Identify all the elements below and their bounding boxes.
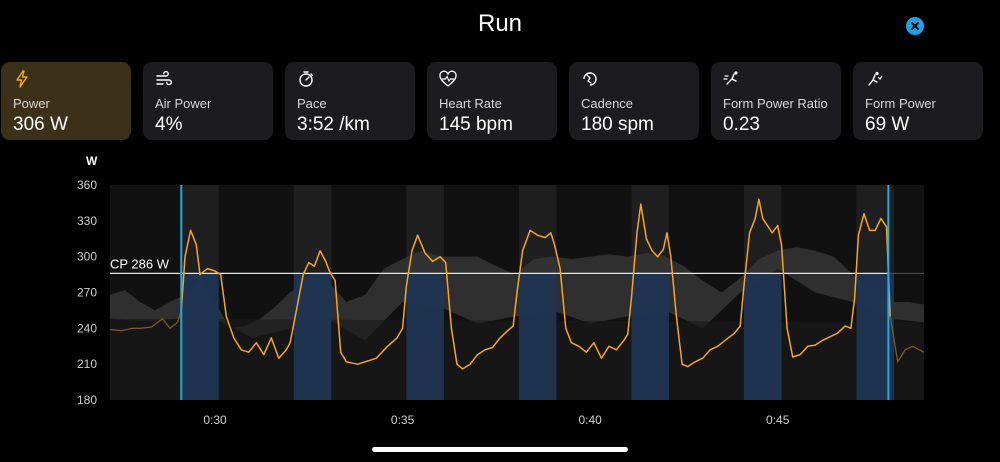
- interval-fill: [181, 273, 219, 400]
- x-tick-label: 0:30: [203, 413, 227, 427]
- cp-label: CP 286 W: [110, 256, 170, 271]
- heart-rate-icon: [439, 70, 457, 87]
- home-indicator[interactable]: [372, 447, 628, 452]
- cadence-icon: [583, 72, 597, 86]
- interval-fill: [518, 273, 557, 400]
- interval-fill: [406, 273, 444, 400]
- y-tick-label: 180: [77, 393, 97, 407]
- metric-value: 180 spm: [581, 114, 654, 135]
- y-tick-label: 360: [77, 178, 97, 192]
- metric-label: Power: [13, 96, 50, 111]
- metric-label: Air Power: [155, 96, 212, 111]
- interval-fill: [631, 273, 669, 400]
- close-icon: [911, 22, 919, 30]
- metric-card-form-power-ratio[interactable]: Form Power Ratio 0.23: [711, 62, 841, 140]
- metric-value: 3:52 /km: [297, 114, 370, 135]
- metric-card-air-power[interactable]: Air Power 4%: [143, 62, 273, 140]
- metric-value: 4%: [155, 114, 183, 135]
- x-tick-label: 0:45: [766, 413, 790, 427]
- stopwatch-icon: [299, 71, 314, 87]
- power-line: [180, 198, 891, 370]
- x-tick-label: 0:40: [578, 413, 602, 427]
- page-title: Run: [477, 10, 523, 37]
- metric-value: 69 W: [865, 114, 910, 135]
- y-tick-label: 330: [77, 214, 97, 228]
- y-tick-label: 240: [77, 321, 97, 335]
- metric-card-power[interactable]: Power 306 W: [1, 62, 131, 140]
- metric-value: 145 bpm: [439, 114, 513, 135]
- interval-fill: [743, 273, 782, 400]
- form-power-icon: [868, 71, 883, 86]
- metric-card-pace[interactable]: Pace 3:52 /km: [285, 62, 415, 140]
- form-power-ratio-icon: [723, 71, 738, 85]
- lightning-icon: [16, 70, 28, 88]
- metric-label: Cadence: [581, 96, 634, 111]
- metric-card-cadence[interactable]: Cadence 180 spm: [569, 62, 699, 140]
- metric-value: 0.23: [723, 114, 760, 135]
- metric-value: 306 W: [13, 114, 68, 135]
- y-tick-label: 210: [77, 357, 97, 371]
- metric-label: Pace: [297, 96, 327, 111]
- y-axis-unit: W: [86, 154, 98, 168]
- power-line-before: [109, 310, 182, 332]
- power-line-after: [889, 316, 925, 364]
- metric-label: Form Power: [865, 96, 936, 111]
- metric-label: Heart Rate: [439, 96, 502, 111]
- power-chart[interactable]: 180 210 240 270 300 330 360 0:30 0:35 0:40 0:45 CP …: [0, 0, 1000, 440]
- metric-card-form-power[interactable]: Form Power 69 W: [853, 62, 983, 140]
- close-button[interactable]: [906, 17, 924, 35]
- x-tick-label: 0:35: [391, 413, 415, 427]
- y-tick-label: 270: [77, 286, 97, 300]
- metric-cards: Power 306 W Air Power 4% Pace 3:52 /km Heart R…: [0, 62, 1000, 140]
- metric-label: Form Power Ratio: [723, 96, 828, 111]
- y-tick-label: 300: [77, 250, 97, 264]
- wind-icon: [156, 70, 172, 86]
- metric-card-heart-rate[interactable]: Heart Rate 145 bpm: [427, 62, 557, 140]
